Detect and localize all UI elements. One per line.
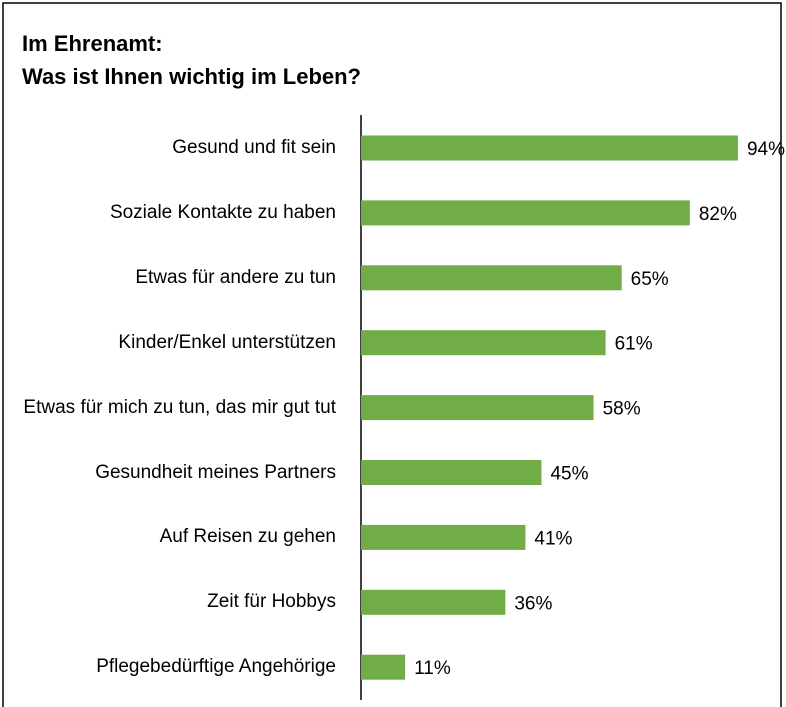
value-label: 65% (631, 269, 669, 290)
value-label: 45% (550, 464, 588, 485)
category-label: Pflegebedürftige Angehörige (96, 656, 336, 678)
bar (361, 200, 690, 226)
bar (361, 265, 622, 291)
category-label: Auf Reisen zu gehen (159, 526, 336, 548)
category-label: Gesund und fit sein (172, 137, 336, 158)
category-label: Kinder/Enkel unterstützen (118, 331, 336, 353)
value-label: 36% (514, 593, 552, 614)
value-label: 58% (603, 399, 641, 420)
category-label: Zeit für Hobbys (207, 591, 336, 613)
value-label: 61% (615, 334, 653, 355)
value-label: 94% (747, 139, 785, 160)
chart-title: Im Ehrenamt: (22, 31, 163, 56)
value-label: 41% (534, 528, 572, 549)
bar (361, 589, 506, 615)
bar (361, 654, 406, 680)
value-label: 82% (699, 204, 737, 225)
bar (361, 395, 594, 421)
chart-title: Was ist Ihnen wichtig im Leben? (22, 64, 361, 89)
category-label: Etwas für andere zu tun (135, 266, 336, 288)
bar (361, 460, 542, 485)
category-label: Gesundheit meines Partners (95, 461, 336, 483)
bar (361, 135, 738, 161)
category-label: Soziale Kontakte zu haben (109, 201, 336, 223)
bar (361, 524, 526, 550)
bar (361, 330, 606, 356)
value-label: 11% (414, 658, 451, 679)
category-label: Etwas für mich zu tun, das mir gut tut (23, 396, 336, 418)
